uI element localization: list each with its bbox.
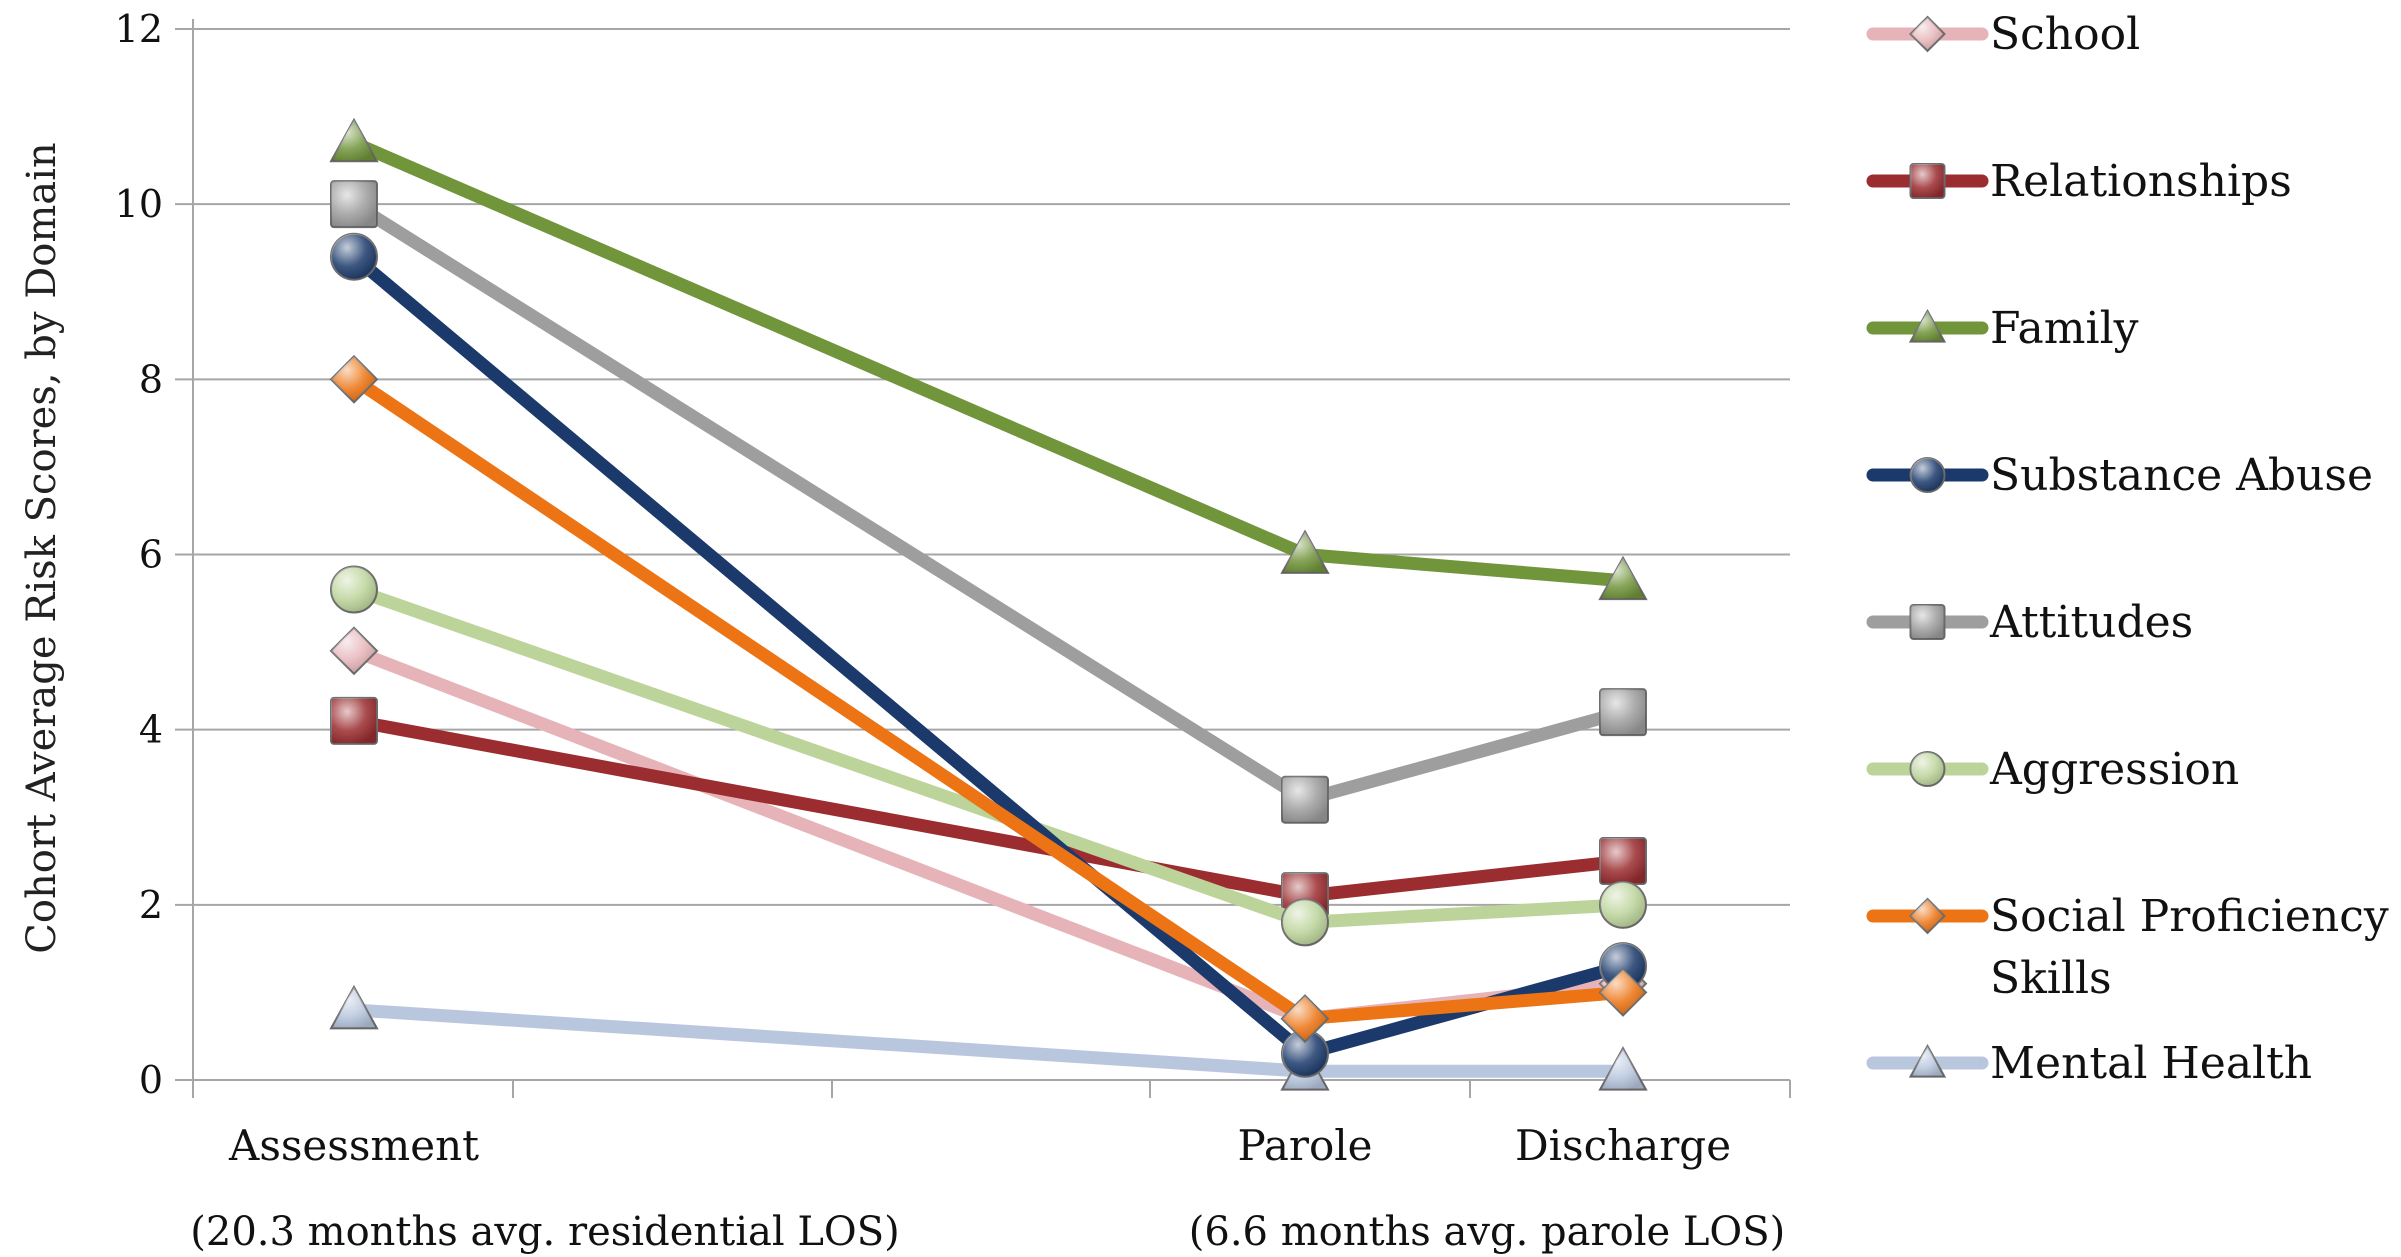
y-tick-label: 8 — [139, 357, 163, 401]
legend-label: Attitudes — [1989, 597, 2193, 648]
data-point-relationships — [1599, 837, 1647, 886]
legend-label: Mental Health — [1990, 1038, 2312, 1089]
legend-marker — [1909, 751, 1946, 787]
y-tick-label: 4 — [139, 708, 163, 752]
data-point-family — [329, 117, 379, 163]
legend-label: Skills — [1990, 953, 2112, 1004]
y-tick-label: 2 — [139, 883, 163, 927]
data-point-substance-abuse — [1281, 1029, 1329, 1078]
data-point-aggression — [1281, 898, 1329, 947]
data-point-social-proficiency-skills — [329, 354, 379, 404]
legend-marker — [1909, 15, 1946, 53]
data-point-substance-abuse — [1599, 942, 1647, 991]
legend-marker — [1909, 457, 1946, 493]
data-point-substance-abuse — [330, 232, 378, 281]
legend-marker — [1909, 163, 1946, 199]
series-substance-abuse — [330, 232, 1647, 1078]
legend-label: Relationships — [1990, 156, 2292, 207]
data-point-attitudes — [1281, 775, 1329, 824]
legend-item-substance-abuse: Substance Abuse — [1866, 450, 2373, 501]
y-tick-label: 6 — [139, 533, 163, 577]
data-point-relationships — [330, 696, 378, 745]
data-point-social-proficiency-skills — [1598, 968, 1648, 1017]
data-point-mental-health — [329, 984, 379, 1030]
legend-label: School — [1990, 9, 2140, 60]
legend-item-mental-health: Mental Health — [1866, 1038, 2312, 1089]
data-point-social-proficiency-skills — [1280, 994, 1330, 1044]
legend-item-relationships: Relationships — [1866, 156, 2292, 207]
legend-item-attitudes: Attitudes — [1866, 597, 2193, 648]
series-family — [329, 117, 1648, 601]
y-tick-label: 12 — [115, 7, 163, 51]
series-line-social-proficiency-skills — [347, 372, 1630, 1026]
data-point-attitudes — [330, 180, 378, 229]
series-attitudes — [330, 180, 1647, 824]
legend: School Relationships Family Substance Abuse… — [1866, 9, 2389, 1089]
data-point-family — [1598, 555, 1648, 601]
data-point-mental-health — [1598, 1046, 1648, 1091]
data-point-attitudes — [1599, 688, 1647, 737]
legend-label: Family — [1990, 303, 2139, 354]
legend-item-aggression: Aggression — [1866, 744, 2239, 795]
legend-item-social-proficiency-skills: Social Proficiency Skills — [1866, 891, 2389, 1004]
legend-label: Social Proficiency — [1990, 891, 2389, 942]
data-point-aggression — [1599, 880, 1647, 929]
y-axis-label: Cohort Average Risk Scores, by Domain — [19, 142, 65, 953]
series-aggression — [330, 565, 1647, 947]
legend-label: Aggression — [1989, 744, 2239, 795]
legend-marker — [1909, 897, 1946, 935]
x-category-note: (20.3 months avg. residential LOS) — [190, 1209, 899, 1255]
legend-marker — [1908, 1043, 1947, 1078]
data-point-school — [329, 626, 379, 676]
legend-item-school: School — [1866, 9, 2140, 60]
series-social-proficiency-skills — [329, 354, 1648, 1044]
y-tick-label: 10 — [115, 182, 163, 226]
gridlines: 0 2 4 6 8 10 12 — [115, 7, 1790, 1102]
data-point-aggression — [330, 565, 378, 614]
x-category-note: (6.6 months avg. parole LOS) — [1189, 1209, 1785, 1255]
y-tick-label: 0 — [139, 1058, 163, 1102]
axes: Assessment Parole Discharge (20.3 months av… — [190, 19, 1791, 1255]
x-tick-label: Assessment — [228, 1121, 479, 1170]
legend-marker — [1909, 604, 1946, 640]
data-point-family — [1280, 529, 1330, 574]
legend-marker — [1908, 308, 1947, 343]
x-tick-label: Discharge — [1515, 1121, 1731, 1170]
legend-item-family: Family — [1866, 303, 2139, 354]
legend-label: Substance Abuse — [1990, 450, 2373, 501]
x-tick-label: Parole — [1237, 1121, 1372, 1170]
series-lines — [329, 117, 1648, 1091]
